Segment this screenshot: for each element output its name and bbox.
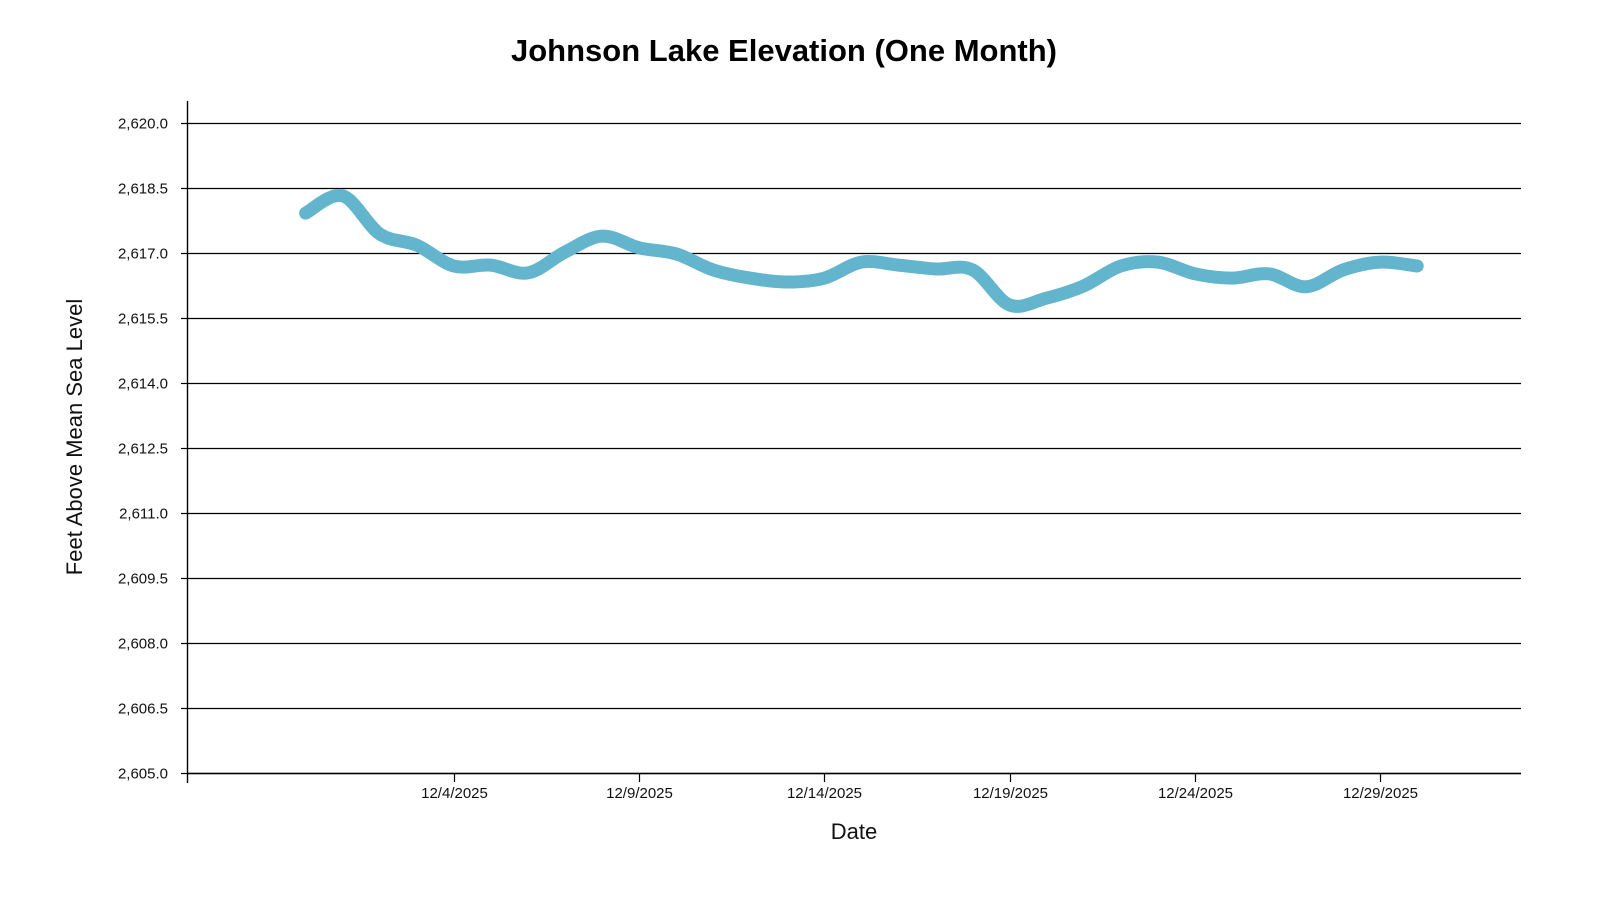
x-axis: 12/4/2025 12/9/2025 12/14/2025 12/19/2025 12…: [187, 772, 1521, 802]
y-tick-label: 2,615.5: [118, 311, 168, 328]
y-tick-label: 2,608.0: [118, 636, 168, 653]
x-tick-label: 12/14/2025: [787, 785, 862, 802]
x-tick-label: 12/9/2025: [606, 785, 673, 802]
x-axis-title: Date: [831, 819, 877, 844]
series-line-elevation: [299, 188, 1424, 313]
y-tick-label: 2,606.5: [118, 701, 168, 718]
y-tick-label: 2,614.0: [118, 376, 168, 393]
x-tick-label: 12/24/2025: [1158, 785, 1233, 802]
y-tick-label: 2,620.0: [118, 116, 168, 133]
x-tick-label: 12/29/2025: [1343, 785, 1418, 802]
y-tick-label: 2,609.5: [118, 571, 168, 588]
x-tick-label: 12/4/2025: [421, 785, 488, 802]
y-axis: 2,605.0 2,606.5 2,608.0 2,609.5 2,611.0 2,612…: [118, 101, 189, 783]
chart-title: Johnson Lake Elevation (One Month): [511, 33, 1057, 68]
y-axis-title: Feet Above Mean Sea Level: [62, 299, 87, 575]
y-tick-label: 2,618.5: [118, 181, 168, 198]
y-tick-label: 2,617.0: [118, 246, 168, 263]
y-tick-label: 2,611.0: [119, 506, 168, 523]
y-tick-label: 2,612.5: [118, 441, 168, 458]
x-tick-label: 12/19/2025: [973, 785, 1048, 802]
gridlines: [187, 122, 1521, 775]
y-tick-label: 2,605.0: [118, 766, 168, 783]
series-group: [299, 188, 1424, 313]
